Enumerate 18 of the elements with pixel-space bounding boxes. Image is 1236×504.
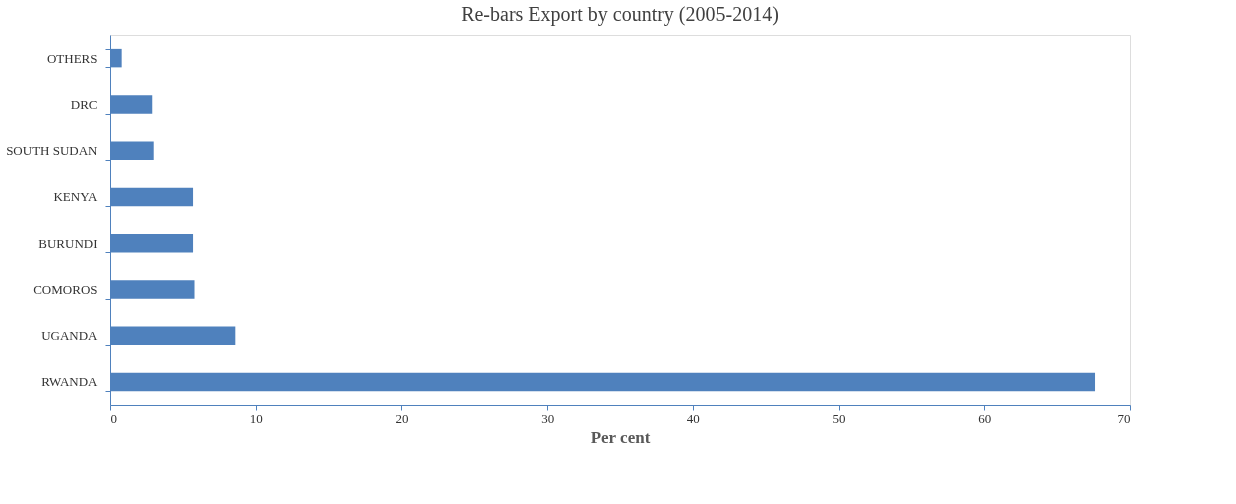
x-tick-label: 30 [541,410,555,426]
x-tick-label: 60 [978,410,992,426]
chart-title: Re-bars Export by country (2005-2014) [461,3,779,26]
y-tick-label: COMOROS [33,281,98,297]
x-tick-label: 70 [1117,410,1131,426]
y-tick-label: UGANDA [41,328,99,344]
y-tick-label: DRC [70,96,98,112]
x-tick-label: 0 [110,410,117,426]
y-tick-label: KENYA [53,189,99,205]
x-tick-label: 10 [249,410,263,426]
y-tick-label: BURUNDI [38,235,98,251]
x-axis-title: Per cent [590,427,651,447]
x-tick-label: 40 [686,410,700,426]
y-tick-label: OTHERS [46,50,98,66]
x-tick-label: 20 [395,410,409,426]
x-tick-label: 50 [832,410,846,426]
y-tick-label: SOUTH SUDAN [6,143,99,159]
y-tick-label: RWANDA [41,374,99,390]
